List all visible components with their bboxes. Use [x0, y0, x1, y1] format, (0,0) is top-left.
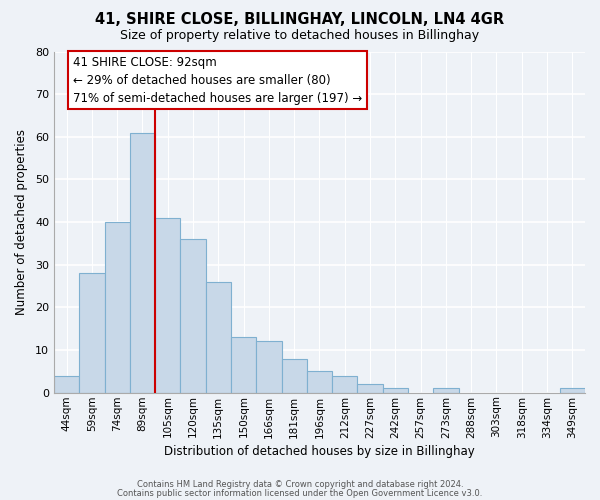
- Bar: [256, 342, 281, 392]
- Bar: [104, 222, 130, 392]
- Bar: [206, 282, 231, 393]
- Bar: [181, 239, 206, 392]
- Bar: [281, 358, 307, 392]
- X-axis label: Distribution of detached houses by size in Billinghay: Distribution of detached houses by size …: [164, 444, 475, 458]
- Text: 41 SHIRE CLOSE: 92sqm
← 29% of detached houses are smaller (80)
71% of semi-deta: 41 SHIRE CLOSE: 92sqm ← 29% of detached …: [73, 56, 362, 105]
- Bar: [307, 372, 332, 392]
- Text: 41, SHIRE CLOSE, BILLINGHAY, LINCOLN, LN4 4GR: 41, SHIRE CLOSE, BILLINGHAY, LINCOLN, LN…: [95, 12, 505, 28]
- Y-axis label: Number of detached properties: Number of detached properties: [15, 129, 28, 315]
- Bar: [231, 337, 256, 392]
- Bar: [54, 376, 79, 392]
- Bar: [332, 376, 358, 392]
- Bar: [358, 384, 383, 392]
- Bar: [560, 388, 585, 392]
- Bar: [433, 388, 458, 392]
- Text: Contains HM Land Registry data © Crown copyright and database right 2024.: Contains HM Land Registry data © Crown c…: [137, 480, 463, 489]
- Bar: [383, 388, 408, 392]
- Bar: [130, 132, 155, 392]
- Text: Contains public sector information licensed under the Open Government Licence v3: Contains public sector information licen…: [118, 488, 482, 498]
- Bar: [155, 218, 181, 392]
- Bar: [79, 273, 104, 392]
- Text: Size of property relative to detached houses in Billinghay: Size of property relative to detached ho…: [121, 29, 479, 42]
